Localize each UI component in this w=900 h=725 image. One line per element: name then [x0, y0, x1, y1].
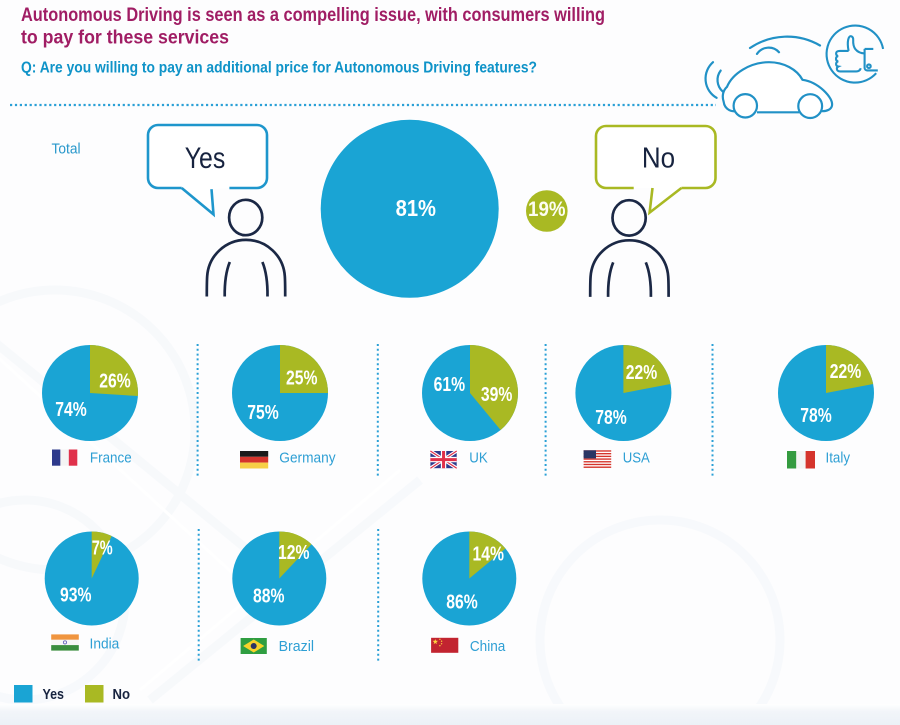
svg-text:7%: 7% [92, 537, 113, 560]
svg-text:Total: Total [52, 141, 81, 158]
svg-text:UK: UK [469, 451, 488, 467]
svg-text:No: No [642, 143, 675, 175]
svg-text:14%: 14% [473, 542, 505, 565]
svg-text:France: France [90, 451, 132, 467]
svg-text:12%: 12% [278, 541, 310, 564]
svg-text:78%: 78% [595, 406, 627, 429]
svg-text:22%: 22% [830, 360, 862, 383]
svg-text:39%: 39% [481, 383, 513, 406]
svg-text:81%: 81% [396, 195, 436, 221]
svg-text:25%: 25% [286, 367, 318, 390]
svg-text:Brazil: Brazil [279, 639, 314, 655]
svg-text:74%: 74% [55, 398, 87, 421]
svg-text:Q: Are you willing to pay an a: Q: Are you willing to pay an additional … [21, 60, 537, 77]
svg-text:India: India [90, 637, 121, 653]
svg-text:China: China [470, 639, 506, 655]
svg-text:75%: 75% [247, 401, 279, 424]
svg-text:93%: 93% [60, 584, 92, 607]
svg-text:Germany: Germany [279, 451, 336, 467]
svg-text:61%: 61% [434, 373, 466, 396]
svg-text:USA: USA [623, 451, 650, 467]
svg-text:22%: 22% [626, 361, 658, 384]
svg-text:to pay for these services: to pay for these services [21, 27, 229, 49]
svg-text:19%: 19% [528, 198, 566, 221]
svg-text:88%: 88% [253, 585, 285, 608]
svg-text:86%: 86% [446, 591, 478, 614]
svg-text:Yes: Yes [185, 142, 226, 175]
svg-text:No: No [113, 686, 131, 703]
svg-text:Autonomous Driving is seen as: Autonomous Driving is seen as a compelli… [21, 4, 605, 26]
svg-text:26%: 26% [99, 370, 131, 393]
svg-text:78%: 78% [800, 404, 832, 427]
svg-text:Italy: Italy [826, 451, 851, 467]
svg-text:Yes: Yes [43, 686, 65, 703]
